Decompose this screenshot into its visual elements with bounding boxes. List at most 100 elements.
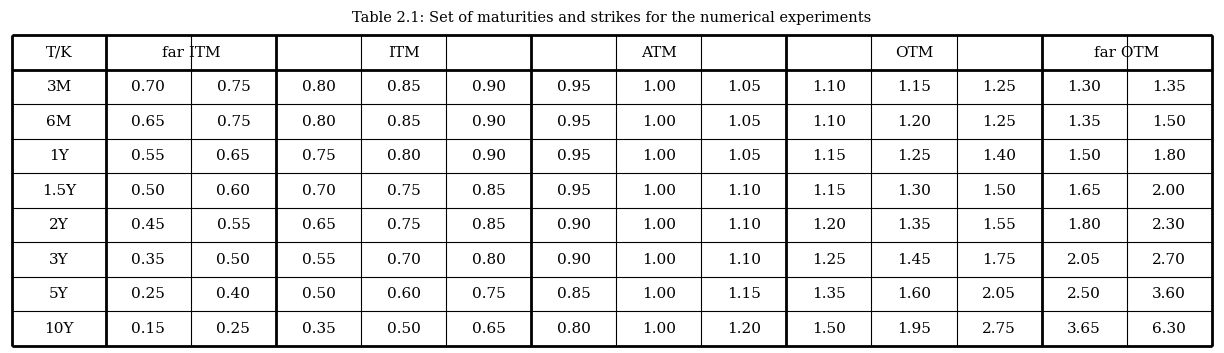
- Polygon shape: [701, 277, 786, 311]
- Text: 0.75: 0.75: [217, 115, 250, 128]
- Polygon shape: [275, 139, 361, 173]
- Polygon shape: [1042, 243, 1126, 277]
- Polygon shape: [191, 277, 275, 311]
- Text: 0.50: 0.50: [217, 253, 251, 267]
- Text: 0.80: 0.80: [387, 149, 421, 163]
- Polygon shape: [275, 35, 531, 70]
- Polygon shape: [446, 277, 531, 311]
- Text: 10Y: 10Y: [44, 322, 73, 336]
- Polygon shape: [191, 208, 275, 243]
- Text: T/K: T/K: [45, 46, 72, 60]
- Text: 0.75: 0.75: [301, 149, 335, 163]
- Text: 1.00: 1.00: [641, 322, 676, 336]
- Polygon shape: [871, 311, 956, 346]
- Text: 3M: 3M: [47, 80, 72, 94]
- Polygon shape: [446, 208, 531, 243]
- Polygon shape: [275, 173, 361, 208]
- Polygon shape: [105, 139, 191, 173]
- Polygon shape: [531, 35, 786, 70]
- Text: 0.90: 0.90: [471, 149, 506, 163]
- Text: 1.45: 1.45: [897, 253, 931, 267]
- Text: 2.00: 2.00: [1152, 184, 1186, 198]
- Polygon shape: [361, 311, 446, 346]
- Text: 2.50: 2.50: [1067, 287, 1102, 301]
- Polygon shape: [701, 139, 786, 173]
- Polygon shape: [275, 208, 361, 243]
- Polygon shape: [1126, 208, 1212, 243]
- Polygon shape: [12, 139, 105, 173]
- Text: 0.50: 0.50: [387, 322, 421, 336]
- Text: 0.75: 0.75: [387, 218, 421, 232]
- Text: 1.15: 1.15: [812, 184, 846, 198]
- Polygon shape: [1042, 70, 1126, 104]
- Text: 1.00: 1.00: [641, 253, 676, 267]
- Text: 1.50: 1.50: [982, 184, 1016, 198]
- Text: 1.20: 1.20: [897, 115, 931, 128]
- Text: 1.20: 1.20: [727, 322, 761, 336]
- Text: 1.50: 1.50: [1152, 115, 1186, 128]
- Text: 0.80: 0.80: [301, 80, 335, 94]
- Polygon shape: [871, 104, 956, 139]
- Polygon shape: [616, 139, 701, 173]
- Polygon shape: [531, 311, 616, 346]
- Polygon shape: [616, 311, 701, 346]
- Text: 0.50: 0.50: [131, 184, 165, 198]
- Text: 2Y: 2Y: [49, 218, 69, 232]
- Text: 0.90: 0.90: [557, 218, 591, 232]
- Polygon shape: [786, 104, 871, 139]
- Text: 3.65: 3.65: [1067, 322, 1102, 336]
- Polygon shape: [361, 243, 446, 277]
- Text: 0.25: 0.25: [131, 287, 165, 301]
- Polygon shape: [105, 208, 191, 243]
- Text: 0.85: 0.85: [387, 115, 421, 128]
- Text: 1.35: 1.35: [897, 218, 931, 232]
- Polygon shape: [446, 104, 531, 139]
- Text: 0.15: 0.15: [131, 322, 165, 336]
- Text: 1.5Y: 1.5Y: [42, 184, 76, 198]
- Text: 1Y: 1Y: [49, 149, 69, 163]
- Text: 1.15: 1.15: [897, 80, 931, 94]
- Polygon shape: [531, 139, 616, 173]
- Polygon shape: [1126, 139, 1212, 173]
- Polygon shape: [191, 139, 275, 173]
- Polygon shape: [871, 139, 956, 173]
- Polygon shape: [531, 277, 616, 311]
- Polygon shape: [1126, 104, 1212, 139]
- Text: 1.05: 1.05: [727, 149, 761, 163]
- Polygon shape: [275, 104, 361, 139]
- Polygon shape: [786, 139, 871, 173]
- Polygon shape: [275, 277, 361, 311]
- Text: 1.15: 1.15: [812, 149, 846, 163]
- Text: 0.65: 0.65: [131, 115, 165, 128]
- Text: 1.00: 1.00: [641, 80, 676, 94]
- Polygon shape: [786, 243, 871, 277]
- Polygon shape: [701, 70, 786, 104]
- Text: 0.80: 0.80: [471, 253, 506, 267]
- Polygon shape: [446, 243, 531, 277]
- Polygon shape: [275, 311, 361, 346]
- Text: ATM: ATM: [641, 46, 677, 60]
- Polygon shape: [956, 139, 1042, 173]
- Text: 1.15: 1.15: [727, 287, 761, 301]
- Polygon shape: [105, 70, 191, 104]
- Polygon shape: [531, 208, 616, 243]
- Polygon shape: [786, 277, 871, 311]
- Text: 0.70: 0.70: [301, 184, 335, 198]
- Text: 1.60: 1.60: [897, 287, 931, 301]
- Polygon shape: [191, 243, 275, 277]
- Text: 1.10: 1.10: [812, 115, 846, 128]
- Polygon shape: [12, 173, 105, 208]
- Polygon shape: [616, 277, 701, 311]
- Text: 1.50: 1.50: [1067, 149, 1102, 163]
- Text: 0.50: 0.50: [301, 287, 335, 301]
- Polygon shape: [12, 311, 105, 346]
- Text: 0.35: 0.35: [301, 322, 335, 336]
- Polygon shape: [616, 104, 701, 139]
- Text: 1.00: 1.00: [641, 184, 676, 198]
- Polygon shape: [446, 139, 531, 173]
- Polygon shape: [446, 311, 531, 346]
- Text: 0.85: 0.85: [557, 287, 591, 301]
- Text: 0.95: 0.95: [557, 80, 591, 94]
- Text: 1.35: 1.35: [812, 287, 846, 301]
- Polygon shape: [361, 277, 446, 311]
